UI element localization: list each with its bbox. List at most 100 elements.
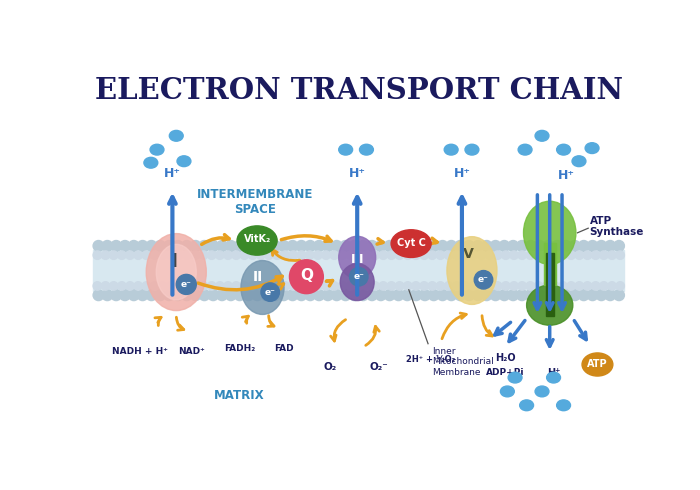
Circle shape [93, 290, 104, 300]
Circle shape [298, 251, 306, 259]
Circle shape [289, 282, 298, 290]
Circle shape [592, 251, 600, 259]
Circle shape [384, 241, 395, 251]
Circle shape [608, 251, 616, 259]
Circle shape [587, 241, 598, 251]
Circle shape [256, 251, 265, 259]
Circle shape [552, 241, 563, 251]
Circle shape [340, 290, 351, 300]
Circle shape [387, 282, 395, 290]
Circle shape [155, 290, 166, 300]
Text: IV: IV [458, 247, 475, 261]
Circle shape [111, 290, 122, 300]
Circle shape [559, 251, 567, 259]
Ellipse shape [535, 386, 549, 397]
Circle shape [183, 251, 191, 259]
Circle shape [358, 290, 369, 300]
Circle shape [446, 290, 457, 300]
Circle shape [120, 241, 130, 251]
Circle shape [199, 251, 208, 259]
Circle shape [561, 290, 571, 300]
Circle shape [379, 282, 388, 290]
Circle shape [526, 290, 536, 300]
Ellipse shape [535, 130, 549, 141]
Text: H⁺: H⁺ [558, 169, 575, 182]
Circle shape [225, 290, 236, 300]
Circle shape [181, 290, 192, 300]
Circle shape [176, 274, 196, 294]
Ellipse shape [524, 201, 576, 265]
Circle shape [534, 241, 545, 251]
Circle shape [428, 282, 437, 290]
Text: e⁻: e⁻ [181, 280, 192, 289]
Text: I: I [170, 252, 178, 271]
Circle shape [304, 241, 316, 251]
Circle shape [126, 251, 134, 259]
Circle shape [216, 251, 224, 259]
Circle shape [199, 282, 208, 290]
Circle shape [281, 282, 290, 290]
Circle shape [93, 241, 104, 251]
Circle shape [371, 251, 379, 259]
Circle shape [158, 282, 167, 290]
Circle shape [322, 251, 330, 259]
Circle shape [534, 290, 545, 300]
Circle shape [134, 251, 142, 259]
Circle shape [243, 290, 254, 300]
Text: Q: Q [300, 269, 313, 283]
Circle shape [270, 290, 280, 300]
Circle shape [363, 282, 371, 290]
Circle shape [395, 251, 404, 259]
Circle shape [118, 251, 126, 259]
Circle shape [261, 283, 279, 301]
Circle shape [508, 241, 519, 251]
Circle shape [323, 290, 333, 300]
Circle shape [403, 282, 412, 290]
Text: INTERMEMBRANE
SPACE: INTERMEMBRANE SPACE [197, 188, 313, 216]
Circle shape [164, 290, 174, 300]
Circle shape [190, 290, 201, 300]
Circle shape [240, 251, 248, 259]
Circle shape [499, 241, 510, 251]
Circle shape [207, 251, 216, 259]
Circle shape [243, 241, 254, 251]
Circle shape [287, 241, 298, 251]
Circle shape [517, 241, 527, 251]
Circle shape [596, 290, 607, 300]
Circle shape [367, 241, 377, 251]
Circle shape [605, 241, 615, 251]
Circle shape [128, 290, 139, 300]
Bar [546, 253, 554, 316]
Ellipse shape [241, 261, 284, 315]
Circle shape [567, 282, 575, 290]
Circle shape [428, 241, 439, 251]
Text: H⁺: H⁺ [454, 168, 470, 180]
Circle shape [126, 282, 134, 290]
Circle shape [137, 241, 148, 251]
Circle shape [583, 282, 592, 290]
Circle shape [164, 241, 174, 251]
Circle shape [596, 241, 607, 251]
Circle shape [190, 241, 201, 251]
Ellipse shape [169, 130, 183, 141]
Circle shape [559, 282, 567, 290]
Text: O₂⁻: O₂⁻ [370, 362, 388, 372]
Circle shape [349, 268, 368, 286]
Circle shape [314, 251, 322, 259]
Circle shape [420, 251, 428, 259]
Circle shape [411, 290, 421, 300]
Circle shape [207, 282, 216, 290]
Text: FADH₂: FADH₂ [224, 343, 255, 353]
Circle shape [542, 251, 551, 259]
Circle shape [375, 290, 386, 300]
Circle shape [234, 241, 245, 251]
Circle shape [473, 290, 483, 300]
Circle shape [354, 282, 363, 290]
Circle shape [367, 290, 377, 300]
Circle shape [477, 251, 486, 259]
Circle shape [172, 241, 183, 251]
Circle shape [208, 290, 218, 300]
Circle shape [402, 290, 413, 300]
Circle shape [338, 282, 346, 290]
Circle shape [216, 290, 228, 300]
